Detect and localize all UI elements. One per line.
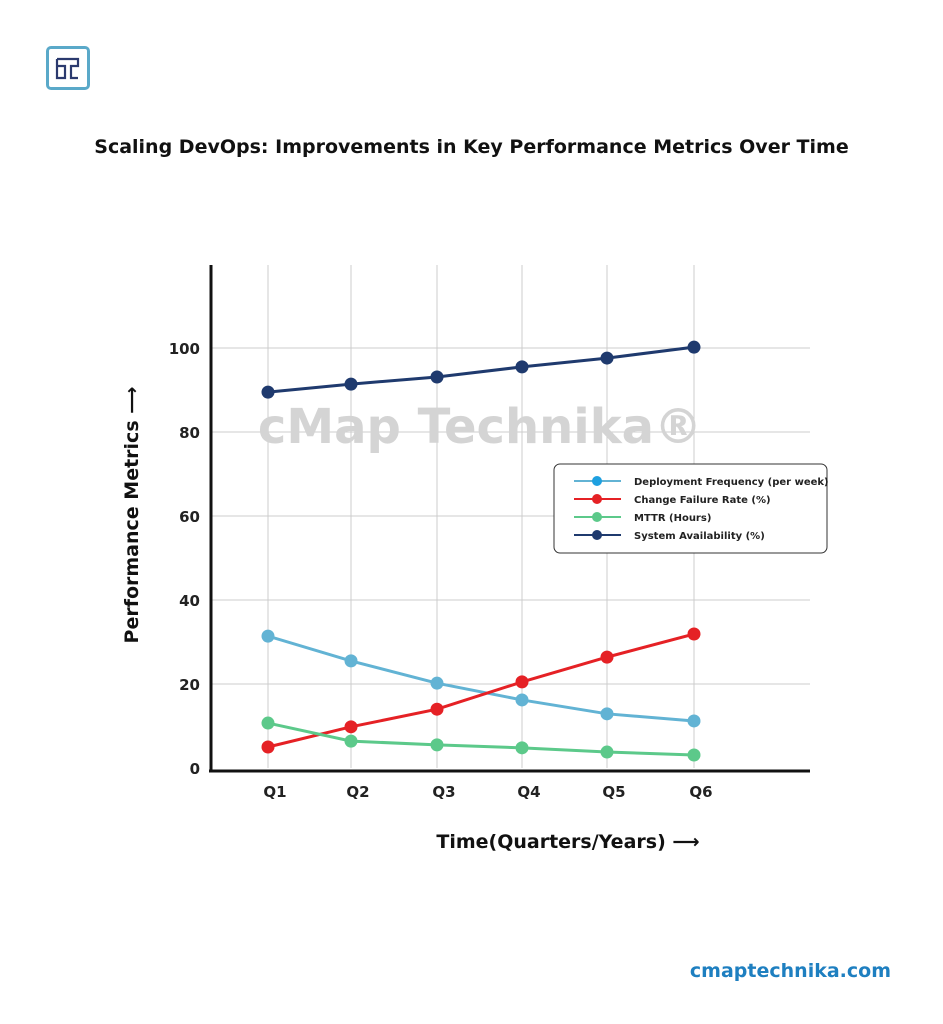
legend-marker	[592, 512, 602, 522]
x-tick-label: Q1	[263, 783, 286, 801]
legend-label: Change Failure Rate (%)	[634, 495, 771, 506]
data-point	[344, 734, 358, 748]
data-point	[515, 675, 529, 689]
x-tick-label: Q3	[432, 783, 455, 801]
legend-marker	[592, 530, 602, 540]
y-tick-label: 60	[179, 508, 200, 526]
data-point	[344, 654, 358, 668]
chart-title: Scaling DevOps: Improvements in Key Perf…	[94, 136, 849, 158]
data-point	[261, 740, 275, 754]
data-point	[344, 720, 358, 734]
series-line	[267, 345, 695, 394]
y-tick-label: 80	[179, 424, 200, 442]
data-point	[261, 385, 275, 399]
data-point	[687, 627, 701, 641]
data-point	[600, 707, 614, 721]
data-point	[261, 629, 275, 643]
x-axis-label: Time(Quarters/Years) ⟶	[436, 831, 699, 853]
brand-logo	[46, 46, 90, 90]
data-point	[430, 370, 444, 384]
data-point	[344, 377, 358, 391]
data-point	[430, 676, 444, 690]
data-point	[261, 716, 275, 730]
data-point	[515, 741, 529, 755]
x-tick-label: Q6	[689, 783, 712, 801]
series-line	[267, 632, 695, 749]
watermark: cMap Technika®	[258, 399, 702, 455]
series-line	[267, 634, 695, 723]
legend	[553, 463, 828, 554]
series-line	[267, 721, 695, 757]
legend-marker	[592, 476, 602, 486]
y-tick-label: 0	[190, 760, 200, 778]
site-url[interactable]: cmaptechnika.com	[689, 960, 891, 982]
legend-label: Deployment Frequency (per week)	[634, 477, 829, 488]
y-tick-label: 20	[179, 676, 200, 694]
data-point	[515, 693, 529, 707]
data-point	[600, 650, 614, 664]
data-point	[515, 360, 529, 374]
data-point	[430, 738, 444, 752]
x-tick-label: Q2	[346, 783, 369, 801]
data-point	[687, 748, 701, 762]
y-axis-label: Performance Metrics ⟶	[121, 387, 143, 644]
x-tick-label: Q4	[517, 783, 540, 801]
x-tick-label: Q5	[602, 783, 625, 801]
data-point	[687, 714, 701, 728]
y-tick-label: 40	[179, 592, 200, 610]
legend-label: MTTR (Hours)	[634, 513, 711, 524]
legend-marker	[592, 494, 602, 504]
y-tick-label: 100	[169, 340, 200, 358]
data-point	[687, 340, 701, 354]
data-point	[600, 351, 614, 365]
data-point	[600, 745, 614, 759]
legend-label: System Availability (%)	[634, 531, 765, 542]
data-point	[430, 702, 444, 716]
